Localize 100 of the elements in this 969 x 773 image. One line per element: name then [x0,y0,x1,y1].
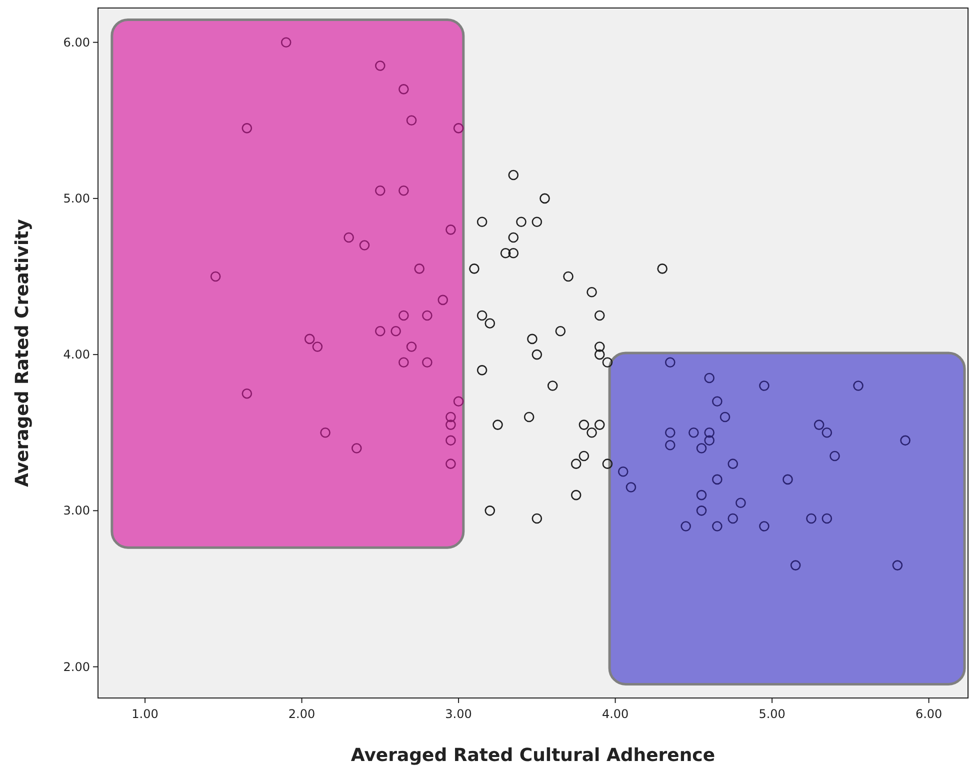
y-tick-label: 5.00 [63,191,90,206]
point [822,427,832,438]
point [594,420,605,430]
point [242,388,252,399]
point [469,264,480,274]
point [359,240,370,250]
x-tick-label: 1.00 [132,707,158,721]
point [602,357,613,368]
y-tick-label: 2.00 [63,660,90,674]
point [352,443,362,454]
point [688,427,699,438]
point [453,396,464,407]
point [657,264,668,274]
point [712,474,722,485]
point [540,193,550,204]
point [892,560,903,570]
x-axis-title: Averaged Rated Cultural Adherence [350,745,716,766]
point [626,482,636,492]
point [527,334,538,344]
point [704,427,714,438]
point [422,357,432,368]
point [680,521,691,532]
point [532,216,542,228]
y-axis-title: Averaged Rated Creativity [12,218,33,487]
point [414,264,424,274]
point [390,326,401,336]
point [822,513,832,524]
point [516,216,526,228]
point [453,123,464,134]
point [375,60,386,71]
point [704,435,714,446]
point [446,435,456,446]
point [484,506,496,516]
point [555,326,566,336]
point [446,412,456,422]
point [398,185,409,196]
point [696,490,707,500]
point [304,334,315,344]
y-tick-label: 3.00 [63,504,90,518]
point [492,420,503,430]
point [696,506,707,516]
point [312,342,323,352]
point [476,365,488,376]
point [570,458,582,469]
point [602,458,613,469]
point [508,232,519,243]
point [446,420,456,430]
point [594,310,605,321]
point [618,466,628,477]
point [720,412,730,422]
point [782,474,793,485]
point [508,170,519,180]
point [280,37,292,48]
point [446,224,456,235]
point [484,318,496,328]
point [578,420,590,430]
point [814,420,824,430]
point [830,450,840,462]
point [508,248,519,258]
point [547,380,558,391]
point [398,84,409,94]
point [446,458,456,469]
point [476,216,488,228]
point [242,123,252,134]
point [759,521,770,532]
point [594,342,605,352]
point [570,490,582,500]
point [398,357,409,368]
point [665,440,676,450]
point [406,342,417,352]
point [578,450,590,462]
point [406,115,417,126]
point [586,286,597,298]
point [422,310,432,321]
point [524,412,534,422]
point [438,294,448,306]
point [586,427,597,438]
x-tick-label: 2.00 [288,707,316,721]
point [853,380,864,391]
point [759,380,770,391]
point [790,560,801,570]
point [728,513,738,524]
point [696,443,707,454]
point [736,498,746,508]
point [375,185,386,196]
point [728,458,738,469]
x-tick-label: 5.00 [758,707,786,721]
point [344,232,354,243]
point [704,372,714,384]
point [712,521,722,532]
point [712,396,722,407]
point [563,271,574,282]
x-tick-label: 3.00 [445,707,472,721]
point [398,310,409,321]
point [900,435,910,446]
point [500,248,511,258]
point [665,427,676,438]
point [375,326,386,336]
y-tick-label: 6.00 [63,35,90,50]
point [532,349,542,360]
